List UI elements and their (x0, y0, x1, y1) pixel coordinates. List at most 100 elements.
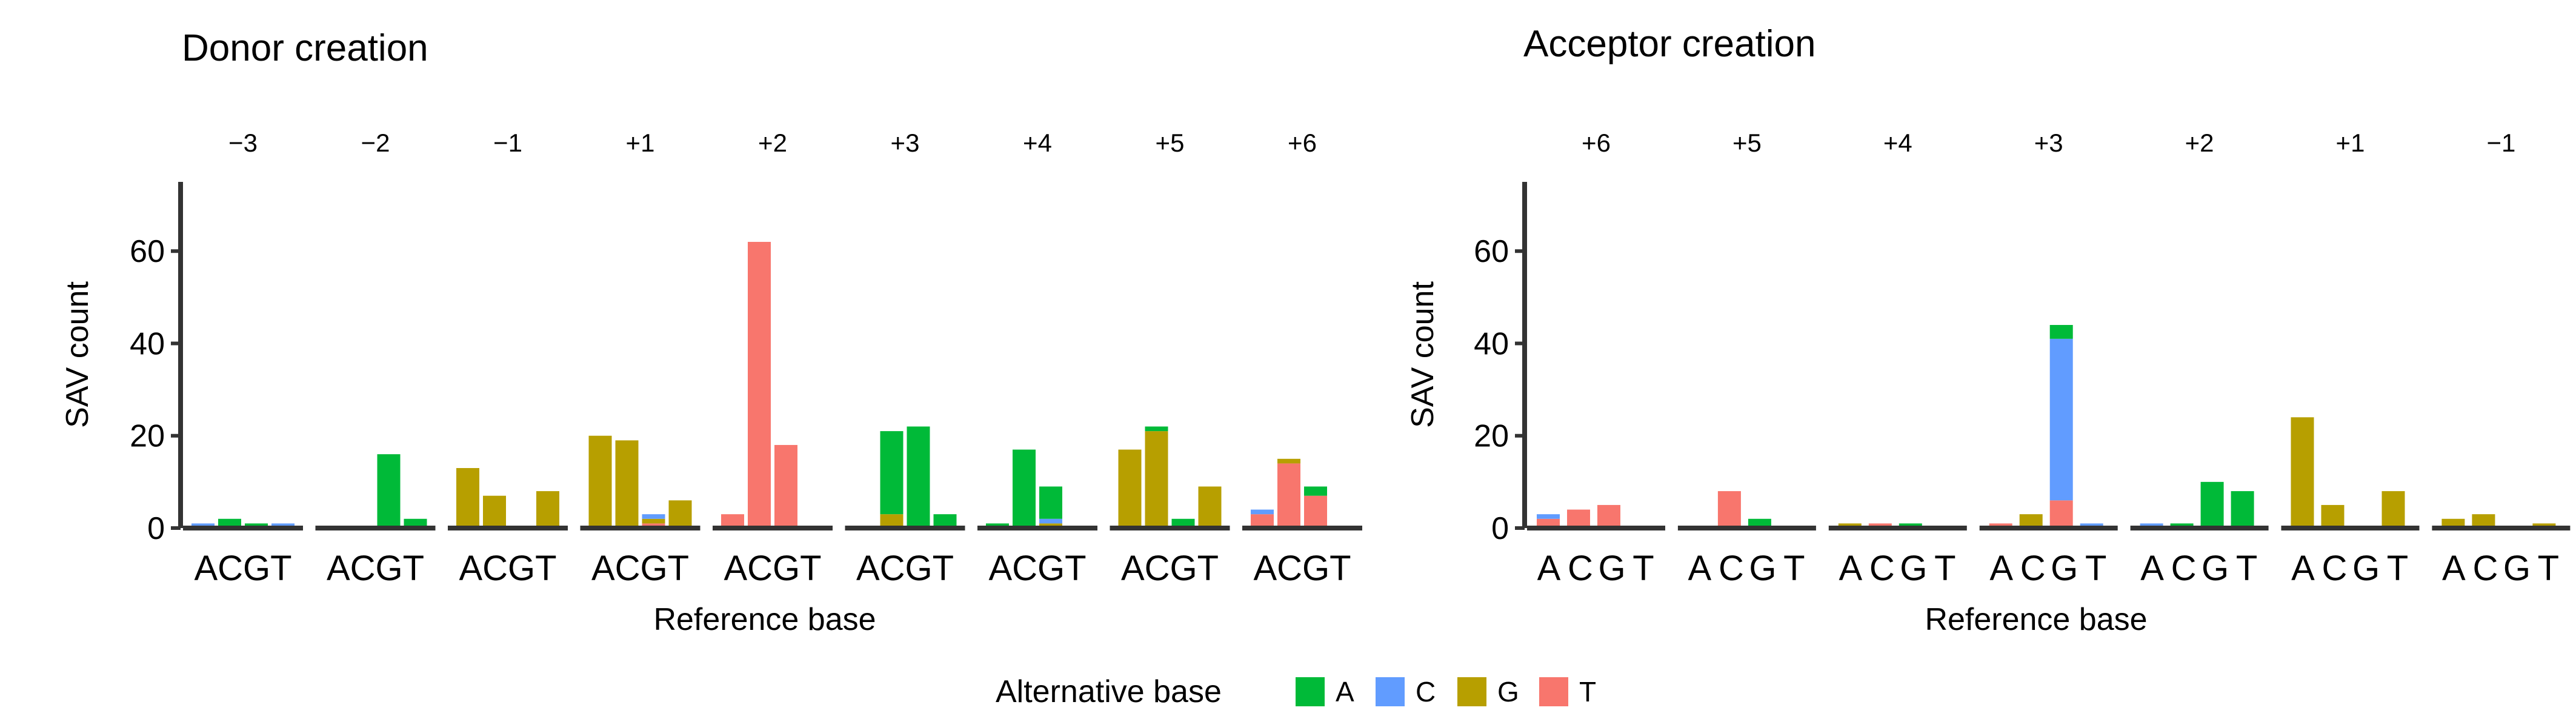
category-label: ACGT (1121, 549, 1219, 588)
category-label: C (2472, 549, 2498, 588)
bar-segment-T-G (536, 491, 559, 528)
category-label: A (1839, 549, 1862, 588)
bar-segment-G-A (907, 426, 930, 528)
category-label: ACGT (856, 549, 954, 588)
category-label: C (2171, 549, 2197, 588)
bar-segment-C-G (2472, 514, 2495, 528)
acceptor-facet-2: +4 A C G T (1828, 129, 1967, 588)
y-tick-label: 60 (1474, 234, 1509, 269)
facet-label: +4 (1883, 129, 1912, 157)
category-label: G (1900, 549, 1927, 588)
facet-label: +5 (1732, 129, 1762, 157)
category-label: ACGT (1253, 549, 1351, 588)
bar-segment-A-G (2291, 417, 2314, 528)
y-tick-label: 20 (130, 419, 165, 454)
bar-segment-G-C (1039, 518, 1062, 524)
bar-segment-G-A (377, 454, 401, 528)
bar-segment-T-G (668, 500, 692, 528)
legend-swatch-T (1539, 677, 1568, 706)
facet-label: +2 (758, 129, 787, 157)
bar-segment-A-C (1251, 509, 1274, 515)
facet-label: −1 (2486, 129, 2515, 157)
category-label: T (2236, 549, 2257, 588)
category-label: T (1934, 549, 1955, 588)
legend-swatch-C (1376, 677, 1405, 706)
legend: Alternative base A C G T (996, 674, 1596, 709)
facet-label: +3 (2034, 129, 2063, 157)
bar-segment-C-T (1567, 509, 1590, 528)
bar-segment-A-T (1251, 514, 1274, 528)
bar-segment-C-G (2019, 514, 2043, 528)
donor-facet-0: −3 ACGT (183, 129, 303, 588)
category-label: A (2442, 549, 2466, 588)
legend-label: T (1579, 676, 1596, 708)
donor-facet-3: +1 ACGT (580, 129, 701, 588)
bar-segment-A-T (721, 514, 744, 528)
acceptor-facet-4: +2 A C G T (2130, 129, 2269, 588)
facet-label: −1 (493, 129, 522, 157)
category-label: T (2538, 549, 2559, 588)
bar-segment-C-G (1145, 431, 1168, 528)
donor-facet-8: +6 ACGT (1242, 129, 1362, 588)
bar-segment-G-T (2049, 500, 2073, 528)
facet-label: −2 (361, 129, 390, 157)
donor-facet-4: +2 ACGT (713, 129, 833, 588)
donor-facet-6: +4 ACGT (977, 129, 1097, 588)
donor-facet-7: +5 ACGT (1110, 129, 1230, 588)
bar-segment-T-A (2231, 491, 2254, 528)
category-label: ACGT (591, 549, 689, 588)
bar-segment-G-C (2049, 338, 2073, 501)
y-tick-label: 60 (130, 234, 165, 269)
bar-segment-G-A (1304, 486, 1327, 496)
donor-facet-1: −2 ACGT (315, 129, 436, 588)
bar-segment-T-A (933, 514, 957, 528)
facet-label: +1 (626, 129, 655, 157)
category-label: T (2085, 549, 2106, 588)
acceptor-facet-1: +5 A C G T (1677, 129, 1816, 588)
bar-segment-G-G (642, 518, 665, 524)
bar-segment-C-G (615, 440, 639, 528)
bar-segment-G-A (2049, 325, 2073, 339)
bar-segment-G-T (774, 444, 797, 528)
facet-label: +4 (1023, 129, 1052, 157)
category-label: G (2051, 549, 2078, 588)
bar-segment-C-T (1277, 463, 1300, 528)
bar-segment-A-G (588, 435, 612, 528)
category-label: G (1749, 549, 1776, 588)
facet-label: +3 (891, 129, 920, 157)
bar-segment-G-T (1597, 504, 1620, 528)
category-label: G (2202, 549, 2229, 588)
bar-segment-C-T (1717, 491, 1741, 528)
category-label: T (1632, 549, 1654, 588)
category-label: C (1568, 549, 1593, 588)
bar-segment-C-A (1145, 426, 1168, 432)
acceptor-facet-3: +3 A C G T (1979, 129, 2118, 588)
bar-segment-C-G (483, 495, 506, 528)
facet-label: −3 (228, 129, 258, 157)
bar-segment-C-A (880, 431, 904, 515)
bar-segment-C-G (880, 514, 904, 528)
bar-segment-G-A (2200, 481, 2224, 528)
panel-title: Acceptor creation (1523, 23, 1816, 65)
bar-segment-G-T (1304, 495, 1327, 528)
category-label: A (2291, 549, 2315, 588)
bar-segment-G-A (1039, 486, 1062, 519)
legend-title: Alternative base (996, 674, 1222, 709)
category-label: C (2322, 549, 2348, 588)
category-label: A (1989, 549, 2013, 588)
bar-segment-C-G (2321, 504, 2345, 528)
category-label: T (2387, 549, 2408, 588)
bar-segment-A-G (456, 468, 479, 528)
category-label: ACGT (988, 549, 1086, 588)
legend-label: A (1336, 676, 1354, 708)
category-label: G (2503, 549, 2531, 588)
bar-segment-C-A (1013, 449, 1036, 528)
acceptor-facet-5: +1 A C G T (2281, 129, 2420, 588)
y-tick-label: 40 (1474, 326, 1509, 361)
y-axis-title: SAV count (60, 281, 95, 428)
bar-segment-T-G (2381, 491, 2405, 528)
category-label: ACGT (194, 549, 291, 588)
donor-creation-panel: Donor creation SAV count Reference base … (60, 27, 1362, 637)
